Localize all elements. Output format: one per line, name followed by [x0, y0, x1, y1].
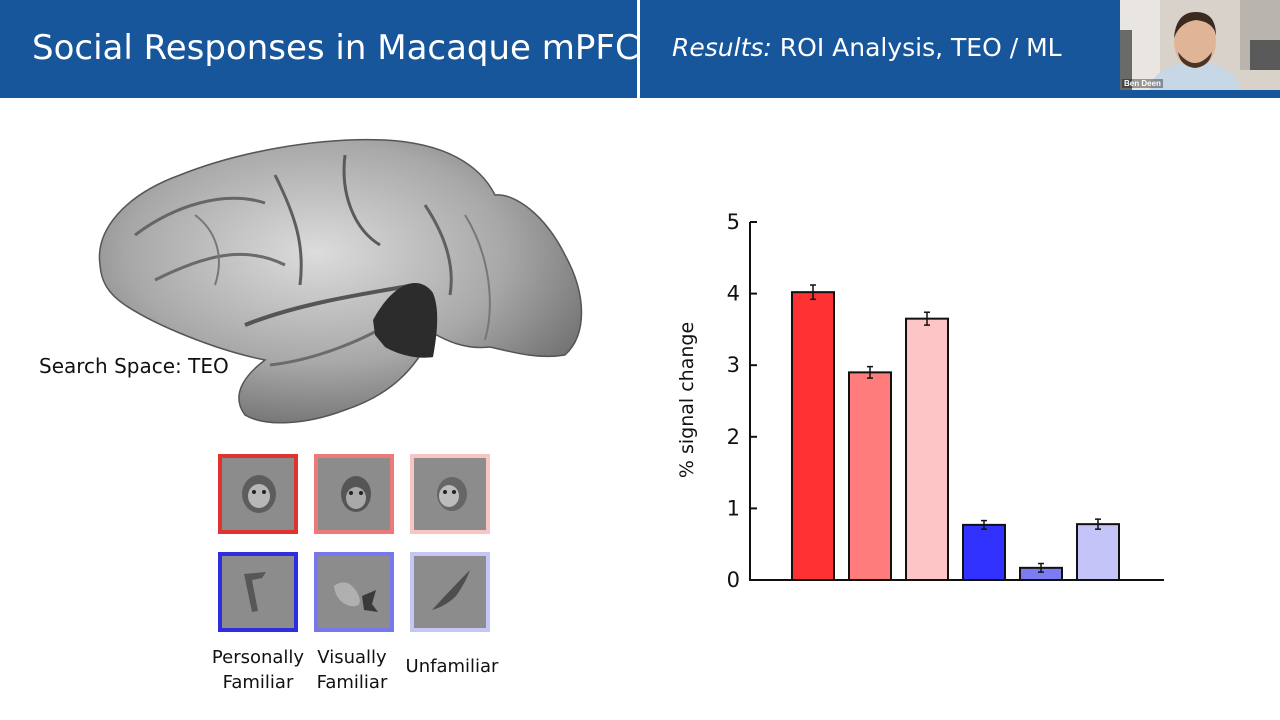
stimulus-object-personally-familiar — [218, 552, 298, 632]
participant-name: Ben Deen — [1122, 79, 1163, 88]
y-tick-label: 3 — [727, 353, 740, 377]
slide-title: Social Responses in Macaque mPFC — [32, 28, 639, 68]
bar — [905, 317, 949, 581]
object-icon — [414, 556, 486, 628]
y-tick-label: 5 — [727, 210, 740, 234]
search-space-label: Search Space: TEO — [39, 354, 229, 378]
y-tick-label: 0 — [727, 568, 740, 592]
macaque-face-icon — [318, 458, 390, 530]
stimulus-object-unfamiliar — [410, 552, 490, 632]
bar — [1076, 523, 1120, 582]
participant-video-feed — [1120, 0, 1280, 90]
participant-video-tile[interactable]: Ben Deen — [1120, 0, 1280, 90]
subtitle-results: Results: — [672, 33, 772, 62]
y-tick-label: 1 — [727, 496, 740, 520]
bar-chart: % signal change 0 1 2 3 4 5 — [676, 210, 1164, 592]
stimulus-object-visually-familiar — [314, 552, 394, 632]
label-visually-familiar: Visually Familiar — [316, 647, 388, 693]
y-tick-label: 4 — [727, 282, 740, 306]
macaque-face-icon — [414, 458, 486, 530]
y-tick-label: 2 — [727, 425, 740, 449]
object-icon — [222, 556, 294, 628]
object-icon — [318, 556, 390, 628]
bar — [848, 371, 892, 581]
slide-header: Social Responses in Macaque mPFC Results… — [0, 0, 1280, 98]
subtitle-analysis: ROI Analysis, TEO / ML — [771, 33, 1062, 62]
label-personally-familiar: Personally Familiar — [211, 647, 305, 693]
stimulus-face-personally-familiar — [218, 454, 298, 534]
stimulus-face-visually-familiar — [314, 454, 394, 534]
header-divider — [637, 0, 640, 98]
macaque-face-icon — [222, 458, 294, 530]
brain-surface-image — [98, 138, 583, 424]
y-axis-label: % signal change — [676, 322, 698, 478]
bar — [791, 291, 835, 581]
bar — [962, 523, 1006, 582]
label-unfamiliar: Unfamiliar — [405, 656, 499, 677]
stimulus-face-unfamiliar — [410, 454, 490, 534]
slide-subtitle: Results: ROI Analysis, TEO / ML — [672, 33, 1062, 62]
